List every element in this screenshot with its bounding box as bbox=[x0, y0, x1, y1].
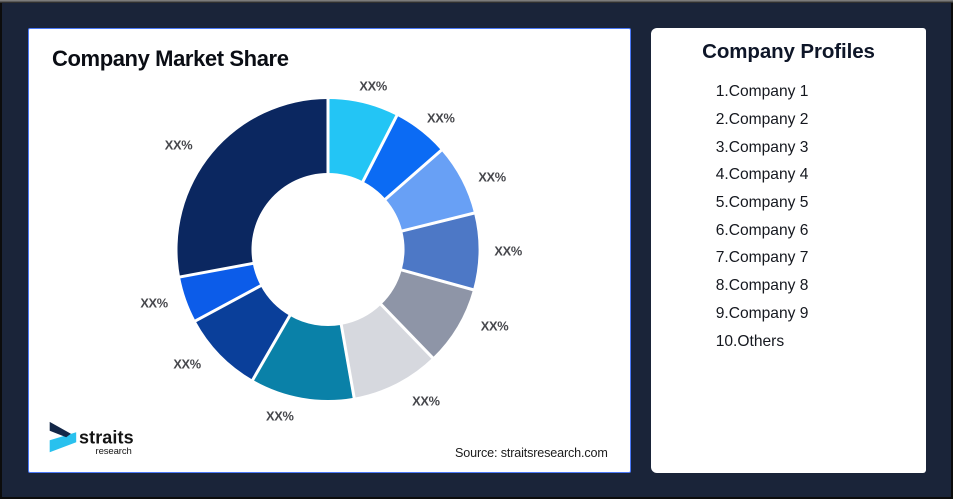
svg-text:research: research bbox=[96, 446, 132, 457]
svg-text:straits: straits bbox=[79, 427, 134, 447]
